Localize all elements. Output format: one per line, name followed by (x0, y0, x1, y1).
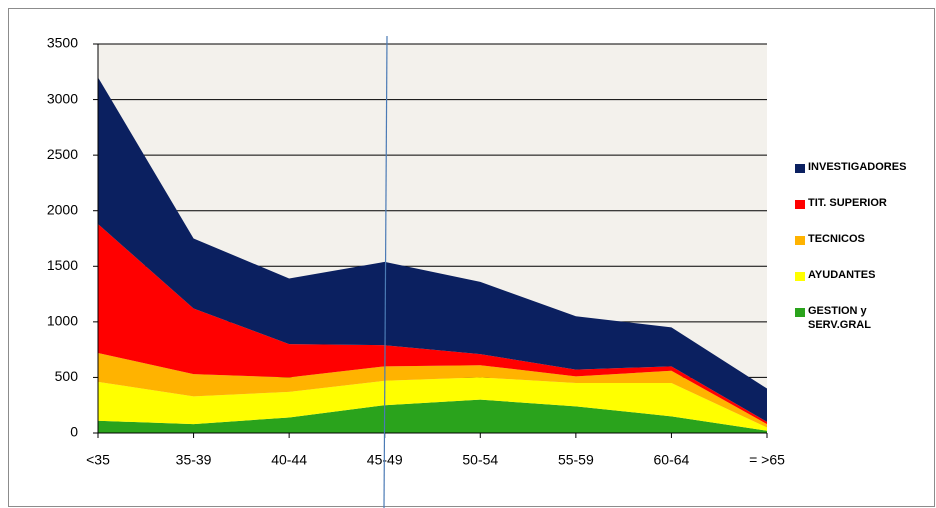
legend-swatch (795, 200, 805, 209)
legend-swatch (795, 272, 805, 281)
x-tick-label: <35 (86, 452, 110, 468)
area (98, 399, 767, 433)
area (98, 224, 767, 425)
y-tick-label: 3000 (47, 90, 78, 106)
legend-swatch (795, 236, 805, 245)
marker-line (383, 35, 388, 508)
x-tick-label: = >65 (749, 452, 785, 468)
legend: INVESTIGADORES TIT. SUPERIOR TECNICOS AYUDA… (795, 160, 935, 340)
x-tick-label: 55-59 (558, 452, 594, 468)
legend-item: GESTION y SERV.GRAL (795, 304, 935, 340)
y-tick-label: 500 (55, 368, 79, 384)
x-tick-label: 35-39 (176, 452, 212, 468)
area (98, 352, 767, 428)
legend-swatch (795, 164, 805, 173)
y-tick-label: 1000 (47, 313, 78, 329)
legend-label: GESTION y SERV.GRAL (808, 305, 871, 331)
chart-frame (8, 8, 935, 507)
area (98, 77, 767, 422)
x-tick-label: 40-44 (271, 452, 307, 468)
y-tick-label: 3500 (47, 35, 78, 51)
legend-label: TECNICOS (808, 233, 865, 245)
y-tick-label: 0 (70, 424, 78, 440)
y-tick-label: 2000 (47, 201, 78, 217)
y-tick-label: 2500 (47, 146, 78, 162)
area (98, 377, 767, 431)
legend-item: AYUDANTES (795, 268, 935, 304)
x-tick-label: 50-54 (462, 452, 498, 468)
legend-label: AYUDANTES (808, 269, 876, 281)
x-tick-label: 60-64 (654, 452, 690, 468)
legend-swatch (795, 308, 805, 317)
legend-item: INVESTIGADORES (795, 160, 935, 196)
legend-label: INVESTIGADORES (808, 161, 907, 173)
legend-item: TIT. SUPERIOR (795, 196, 935, 232)
y-tick-label: 1500 (47, 257, 78, 273)
legend-label: TIT. SUPERIOR (808, 197, 887, 209)
legend-item: TECNICOS (795, 232, 935, 268)
